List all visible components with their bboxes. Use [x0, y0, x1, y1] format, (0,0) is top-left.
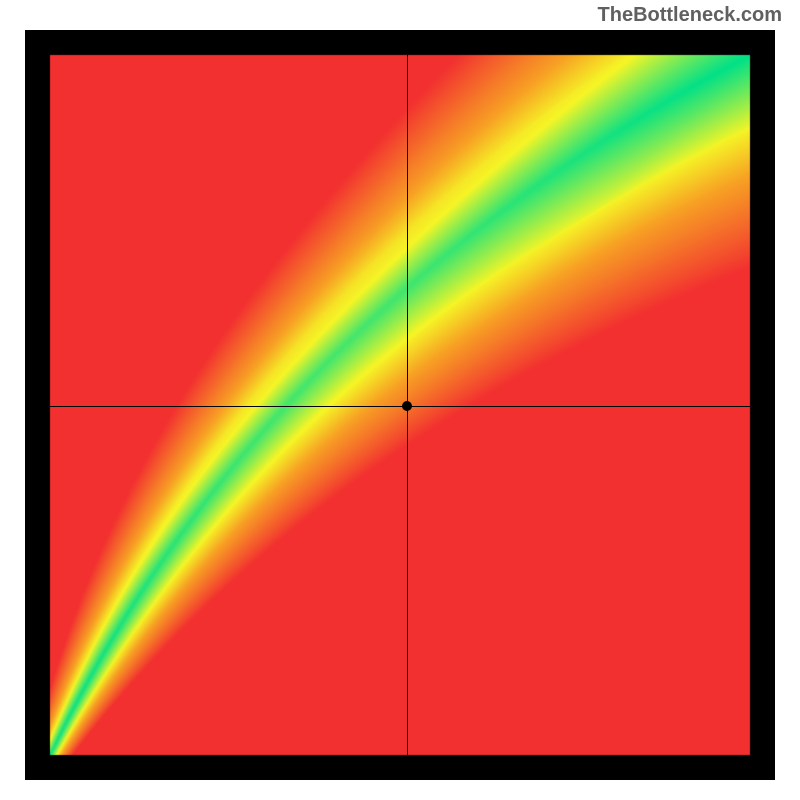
chart-container: TheBottleneck.com [0, 0, 800, 800]
crosshair-dot [402, 401, 412, 411]
watermark-text: TheBottleneck.com [598, 4, 782, 27]
crosshair-horizontal [50, 406, 750, 407]
plot-area [25, 30, 775, 780]
heatmap-canvas [25, 30, 775, 780]
